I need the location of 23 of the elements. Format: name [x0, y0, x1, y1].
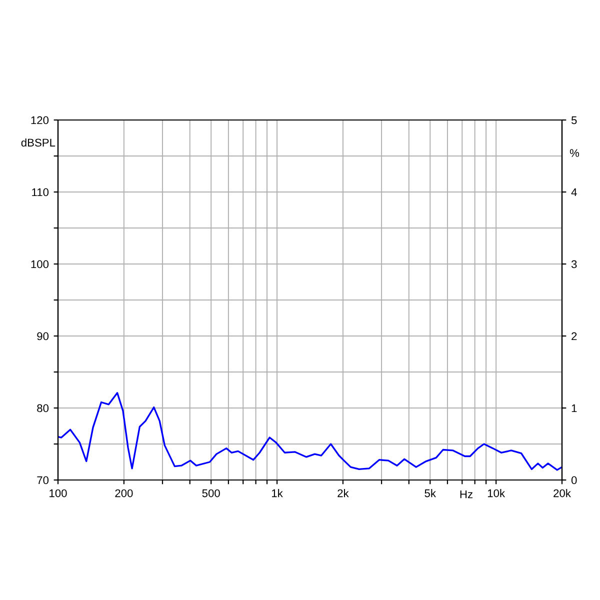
y2-tick-label: 1: [572, 404, 577, 412]
y-tick-label: 70: [37, 476, 49, 484]
y-tick-label: 90: [37, 332, 49, 340]
y2-tick-label: 4: [571, 188, 577, 196]
y2-tick-label: 2: [572, 332, 577, 340]
y2-tick-label: 5: [571, 116, 577, 124]
y-tick-label: 120: [31, 116, 49, 124]
y2-tick-label: 3: [571, 260, 577, 268]
x-axis-title: Hz: [460, 490, 472, 498]
x-tick-label: 500: [202, 489, 220, 498]
y2-tick-label: 0: [571, 476, 577, 484]
y-axis-title: dBSPL: [21, 138, 56, 147]
y2-axis-title: %: [570, 149, 580, 157]
y-tick-label: 110: [32, 188, 49, 196]
y-tick-label: 100: [31, 260, 49, 268]
x-tick-label: 1k: [272, 489, 283, 498]
y-tick-label: 80: [37, 404, 49, 412]
x-tick-label: 20k: [554, 489, 571, 498]
x-tick-label: 5k: [424, 489, 436, 498]
x-tick-label: 100: [50, 489, 67, 498]
x-tick-label: 2k: [338, 489, 349, 498]
x-tick-label: 10k: [488, 489, 506, 498]
x-tick-label: 200: [115, 489, 133, 498]
